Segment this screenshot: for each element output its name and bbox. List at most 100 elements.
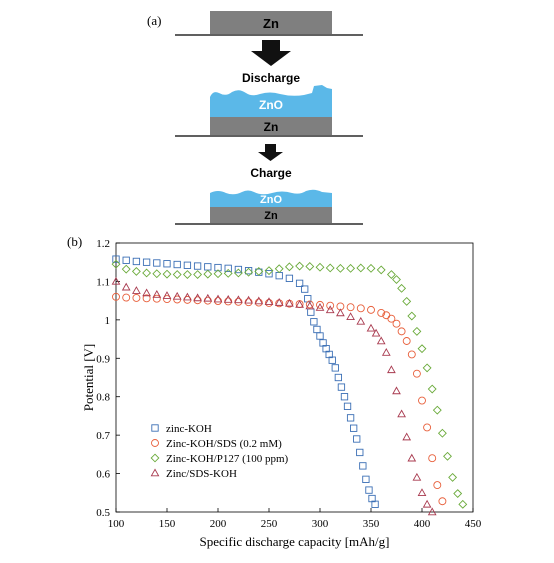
data-point — [335, 263, 345, 273]
data-point — [433, 481, 442, 490]
data-point — [183, 261, 192, 269]
x-tick-label: 300 — [312, 518, 329, 530]
data-point — [402, 337, 411, 345]
data-series — [111, 255, 468, 516]
data-point — [325, 305, 335, 314]
data-point — [412, 369, 421, 378]
data-point — [367, 305, 375, 314]
data-point — [423, 423, 432, 432]
panel-b: (b) 100 150 200 250 300 350 400 450 0.5 0.6 0.7 0.8… — [67, 234, 482, 549]
data-point — [295, 261, 305, 271]
data-point — [377, 308, 386, 317]
data-point — [325, 263, 335, 273]
data-point — [326, 301, 335, 310]
data-point — [234, 295, 243, 304]
data-point — [162, 269, 172, 279]
data-point — [193, 293, 202, 302]
zno-thick-label: ZnO — [259, 98, 283, 112]
zno-layer-thick — [210, 85, 332, 117]
charge-label: Charge — [250, 166, 292, 180]
data-point — [428, 454, 437, 463]
plot-frame — [115, 242, 474, 513]
data-point — [366, 263, 376, 273]
data-point — [397, 327, 406, 336]
data-point — [438, 497, 447, 506]
data-point — [152, 269, 162, 279]
data-point — [365, 486, 373, 494]
data-point — [132, 286, 141, 294]
data-point — [203, 293, 213, 302]
data-point — [203, 269, 213, 279]
data-point — [204, 263, 212, 271]
data-point — [356, 263, 366, 273]
x-tick-label: 450 — [465, 518, 482, 530]
data-point — [366, 323, 376, 332]
data-point — [376, 265, 386, 275]
data-point — [213, 269, 223, 279]
data-point — [305, 262, 315, 271]
x-axis-label: Specific discharge capacity [mAh/g] — [200, 534, 390, 549]
data-point — [111, 276, 121, 285]
data-point — [234, 265, 243, 274]
data-point — [402, 296, 412, 306]
data-point — [443, 451, 452, 461]
data-point — [427, 384, 437, 394]
data-point — [397, 283, 407, 293]
data-point — [407, 453, 417, 462]
panel-a: (a) Zn Discharge ZnO Zn Charge ZnO Zn — [147, 11, 363, 225]
data-point — [362, 475, 370, 483]
data-point — [264, 297, 274, 306]
data-point — [448, 472, 458, 482]
data-point — [310, 318, 318, 326]
data-point — [353, 435, 361, 443]
data-point — [305, 301, 315, 310]
data-point — [392, 275, 401, 284]
zno-thin-label: ZnO — [260, 194, 282, 206]
data-point — [163, 295, 171, 304]
data-point — [193, 270, 203, 279]
zn-charged-label: Zn — [264, 210, 278, 222]
data-point — [173, 260, 181, 269]
y-tick-label: 0.9 — [96, 353, 110, 365]
y-tick-label: 0.5 — [96, 507, 110, 519]
data-point — [152, 294, 161, 303]
data-point — [244, 295, 253, 304]
data-point — [422, 363, 432, 373]
data-point — [356, 448, 364, 457]
x-tick-label: 100 — [108, 518, 125, 530]
data-point — [142, 294, 151, 303]
data-point — [387, 365, 396, 374]
data-point — [214, 263, 222, 272]
data-point — [254, 296, 264, 305]
data-point — [417, 344, 427, 354]
series-3 — [111, 276, 437, 516]
data-point — [182, 270, 192, 279]
x-tick-label: 150 — [159, 518, 176, 530]
zn-discharged-label: Zn — [264, 120, 279, 134]
zn-electrode-discharged — [210, 117, 332, 135]
data-point — [142, 258, 151, 266]
data-point — [142, 268, 152, 278]
data-point — [346, 263, 356, 273]
data-point — [274, 264, 284, 274]
x-tick-label: 350 — [363, 518, 380, 530]
panel-a-label: (a) — [147, 13, 161, 28]
data-point — [346, 312, 355, 321]
data-point — [350, 424, 358, 432]
data-point — [346, 303, 355, 312]
series-1 — [112, 292, 447, 506]
data-point — [371, 328, 381, 337]
legend-marker — [150, 468, 160, 477]
data-point — [264, 266, 274, 276]
data-point — [224, 264, 232, 273]
data-point — [223, 268, 233, 278]
y-tick-label: 1.1 — [96, 276, 110, 288]
zn-electrode-charged — [210, 207, 332, 223]
data-point — [172, 291, 182, 300]
data-point — [371, 500, 379, 508]
data-point — [356, 316, 366, 325]
data-point — [121, 282, 131, 291]
data-point — [407, 350, 416, 359]
data-point — [316, 332, 324, 340]
data-point — [376, 336, 386, 345]
